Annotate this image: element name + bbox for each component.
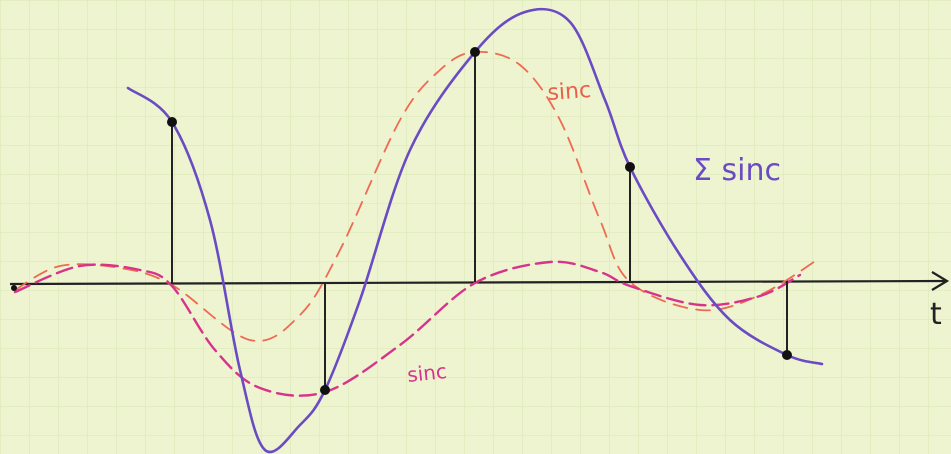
sketch: sinc sinc Σ sinc t [0,0,951,454]
dot [320,385,330,395]
red-label: sinc [547,78,592,106]
sum-label: Σ sinc [693,153,781,188]
dot [625,162,635,172]
dot [11,285,17,291]
dot [782,350,792,360]
magenta-label: sinc [406,359,448,387]
dot [470,47,480,57]
axis-label: t [930,297,942,332]
dot [167,117,177,127]
